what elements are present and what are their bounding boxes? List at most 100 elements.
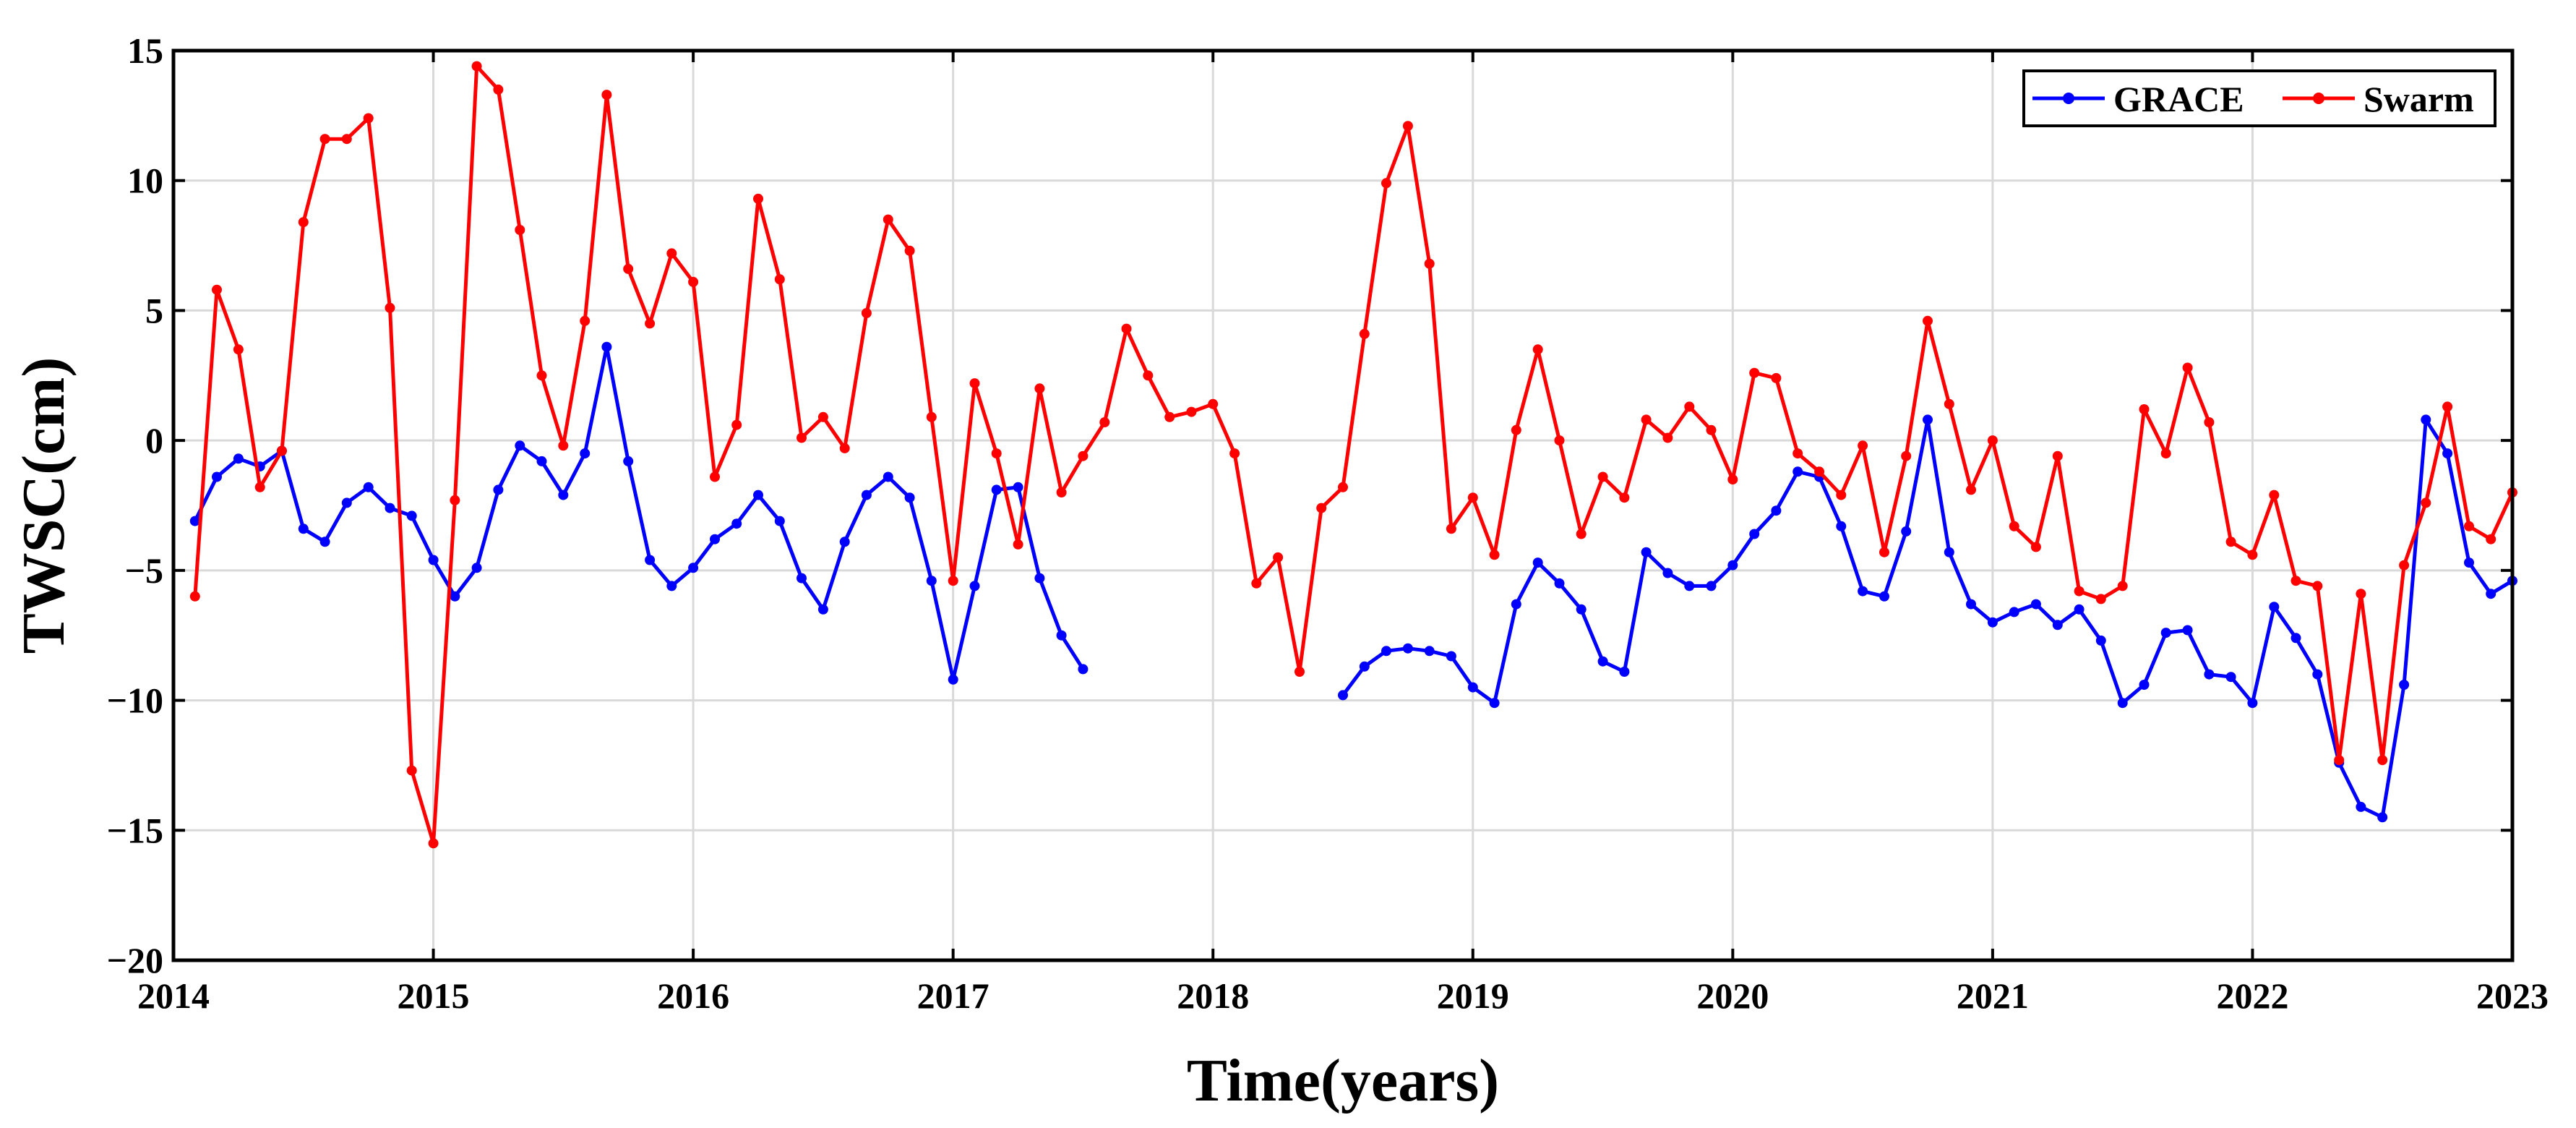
data-point-swarm — [1229, 448, 1240, 459]
data-point-grace — [1662, 568, 1673, 578]
data-point-grace — [774, 516, 785, 526]
data-point-swarm — [1879, 547, 1889, 557]
data-point-grace — [1836, 521, 1847, 531]
data-point-grace — [2182, 625, 2193, 636]
series-line-grace — [193, 345, 1085, 682]
data-point-grace — [341, 497, 352, 508]
data-point-swarm — [1489, 550, 1500, 560]
data-point-swarm — [1923, 315, 1933, 326]
data-point-grace — [471, 563, 482, 573]
data-point-swarm — [2334, 755, 2345, 766]
data-point-swarm — [1251, 578, 1262, 589]
data-point-grace — [1597, 656, 1608, 667]
data-point-grace — [2009, 607, 2019, 618]
data-point-swarm — [1381, 178, 1391, 189]
data-point-swarm — [2442, 401, 2453, 412]
data-point-grace — [2247, 698, 2258, 709]
data-point-swarm — [774, 274, 785, 285]
data-point-grace — [2139, 680, 2150, 690]
data-point-swarm — [1814, 466, 1825, 477]
data-point-swarm — [1273, 552, 1284, 563]
data-point-swarm — [1532, 344, 1543, 355]
data-point-grace — [753, 490, 763, 500]
data-point-swarm — [710, 471, 720, 482]
data-point-grace — [2160, 628, 2171, 638]
data-point-swarm — [515, 225, 525, 235]
data-point-swarm — [2117, 581, 2128, 591]
x-tick-label: 2019 — [1437, 975, 1509, 1016]
data-point-grace — [1511, 599, 1521, 610]
data-point-grace — [1576, 604, 1587, 615]
data-point-swarm — [1446, 524, 1456, 534]
y-tick-label: 5 — [145, 290, 163, 330]
data-point-grace — [1858, 586, 1868, 597]
x-tick-label: 2020 — [1696, 975, 1769, 1016]
data-point-swarm — [666, 248, 677, 259]
x-tick-label: 2022 — [2216, 975, 2288, 1016]
y-tick-label: −10 — [107, 680, 164, 721]
data-point-grace — [883, 471, 893, 482]
legend-label-grace: GRACE — [2113, 79, 2244, 119]
data-point-swarm — [1099, 417, 1110, 427]
data-point-swarm — [2095, 594, 2106, 604]
data-point-swarm — [753, 193, 763, 204]
data-point-grace — [1727, 560, 1738, 571]
data-point-swarm — [1034, 383, 1045, 394]
data-point-swarm — [904, 245, 915, 256]
y-axis-label: TWSC(cm) — [10, 357, 77, 654]
axis-ticks — [172, 49, 2514, 962]
data-point-grace — [2291, 633, 2301, 644]
data-point-grace — [904, 492, 915, 503]
data-point-grace — [2421, 414, 2431, 425]
data-point-grace — [450, 591, 460, 602]
data-point-grace — [493, 484, 504, 495]
data-point-swarm — [1424, 258, 1435, 269]
data-point-swarm — [1511, 424, 1521, 435]
data-point-grace — [797, 573, 807, 584]
x-tick-label: 2017 — [917, 975, 989, 1016]
data-point-grace — [536, 456, 547, 466]
data-point-swarm — [1662, 432, 1673, 443]
data-point-swarm — [1706, 424, 1717, 435]
data-point-grace — [1489, 698, 1500, 709]
data-point-grace — [2377, 812, 2388, 823]
series-layer — [189, 61, 2517, 849]
data-point-grace — [2074, 604, 2085, 615]
data-point-swarm — [298, 217, 309, 228]
data-point-grace — [2312, 669, 2323, 680]
data-point-grace — [1619, 667, 1630, 677]
data-point-swarm — [1987, 435, 1998, 446]
data-point-grace — [212, 471, 222, 482]
data-point-swarm — [406, 765, 417, 776]
data-point-swarm — [2464, 521, 2474, 531]
data-point-grace — [1424, 646, 1435, 657]
data-point-swarm — [1338, 482, 1348, 492]
data-point-grace — [2486, 589, 2496, 599]
data-point-swarm — [2399, 560, 2410, 571]
data-point-swarm — [319, 134, 330, 145]
data-point-swarm — [2247, 550, 2258, 560]
data-point-swarm — [1295, 667, 1305, 677]
data-point-grace — [623, 456, 634, 466]
data-point-swarm — [1858, 440, 1868, 451]
y-tick-label: 0 — [145, 420, 163, 461]
data-point-swarm — [1619, 492, 1630, 503]
data-point-grace — [1706, 581, 1717, 591]
data-point-grace — [319, 537, 330, 547]
y-tick-label: −15 — [107, 810, 164, 850]
data-point-swarm — [1727, 474, 1738, 485]
data-point-grace — [189, 516, 200, 526]
data-point-swarm — [1749, 367, 1760, 378]
data-point-grace — [2204, 669, 2215, 680]
series-line-swarm — [193, 64, 2515, 845]
data-point-swarm — [1576, 529, 1587, 539]
data-point-swarm — [991, 448, 1002, 459]
data-point-grace — [1641, 547, 1652, 557]
data-point-swarm — [1186, 406, 1197, 417]
data-point-swarm — [2074, 586, 2085, 597]
data-point-swarm — [601, 90, 612, 101]
data-point-swarm — [363, 113, 374, 124]
data-point-grace — [1013, 482, 1023, 492]
data-point-swarm — [385, 302, 395, 313]
